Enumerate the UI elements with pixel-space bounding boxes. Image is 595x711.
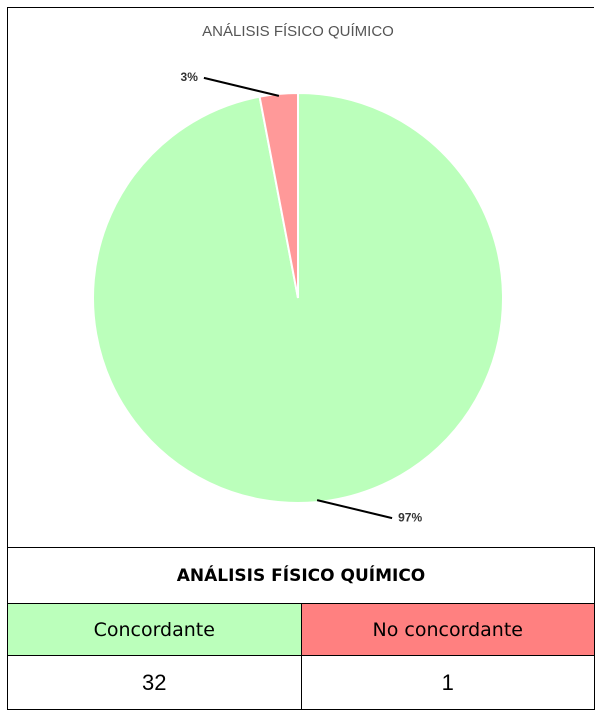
summary-table: ANÁLISIS FÍSICO QUÍMICO Concordante No co… [7, 547, 595, 710]
chart-title: ANÁLISIS FÍSICO QUÍMICO [202, 23, 394, 40]
leader-line [203, 76, 280, 97]
leader-line [316, 499, 393, 520]
data-label: 97% [398, 510, 422, 524]
value-row: 32 1 [7, 655, 595, 710]
header-row: Concordante No concordante [7, 603, 595, 656]
chart-panel: ANÁLISIS FÍSICO QUÍMICO 97% 3% [7, 7, 594, 548]
chart: ANÁLISIS FÍSICO QUÍMICO 97% 3% [92, 23, 504, 524]
page: ANÁLISIS FÍSICO QUÍMICO 97% 3% ANÁLISIS F… [7, 7, 595, 711]
pie-slice [258, 91, 299, 299]
value-cell: 1 [300, 655, 595, 710]
header-cell: Concordante [7, 603, 302, 656]
table-title: ANÁLISIS FÍSICO QUÍMICO [7, 547, 595, 604]
value-cell: 32 [7, 655, 302, 710]
header-cell: No concordante [300, 603, 595, 656]
data-label: 3% [181, 70, 199, 84]
